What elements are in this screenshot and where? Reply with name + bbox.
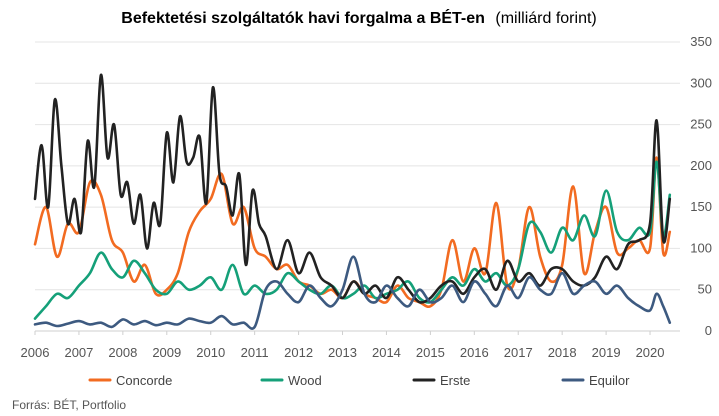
legend-label-concorde: Concorde xyxy=(116,373,172,388)
y-tick-label: 350 xyxy=(690,34,712,49)
y-tick-label: 50 xyxy=(698,282,712,297)
x-tick-label: 2015 xyxy=(416,345,445,360)
x-tick-label: 2008 xyxy=(108,345,137,360)
series-line-concorde xyxy=(33,156,672,308)
x-tick-label: 2020 xyxy=(636,345,665,360)
x-tick-label: 2007 xyxy=(64,345,93,360)
x-tick-label: 2013 xyxy=(328,345,357,360)
legend-label-wood: Wood xyxy=(288,373,322,388)
y-axis: 0 50 100 150 200 250 300 350 xyxy=(690,34,712,338)
x-tick-label: 2010 xyxy=(196,345,225,360)
x-tick-label: 2012 xyxy=(284,345,313,360)
x-tick-label: 2018 xyxy=(548,345,577,360)
y-tick-label: 150 xyxy=(690,199,712,214)
chart-title: Befektetési szolgáltatók havi forgalma a… xyxy=(121,8,596,27)
x-tick-label: 2014 xyxy=(372,345,401,360)
x-tick-label: 2009 xyxy=(152,345,181,360)
chart-title-main: Befektetési szolgáltatók havi forgalma a… xyxy=(121,8,485,27)
y-tick-label: 250 xyxy=(690,117,712,132)
chart-title-unit: (milliárd forint) xyxy=(495,10,596,27)
y-tick-label: 300 xyxy=(690,75,712,90)
y-tick-label: 0 xyxy=(705,323,712,338)
x-tick-label: 2019 xyxy=(592,345,621,360)
x-tick-label: 2016 xyxy=(460,345,489,360)
x-tick-label: 2017 xyxy=(504,345,533,360)
source-note: Forrás: BÉT, Portfolio xyxy=(12,397,126,412)
y-tick-label: 200 xyxy=(690,158,712,173)
y-tick-label: 100 xyxy=(690,240,712,255)
x-axis: 2006 2007 2008 2009 2010 2011 2012 2013 2014 2015… xyxy=(21,331,665,360)
series-line-erste xyxy=(33,73,672,304)
x-tick-label: 2011 xyxy=(241,345,269,360)
legend-label-erste: Erste xyxy=(440,373,470,388)
legend-label-equilor: Equilor xyxy=(589,373,630,388)
legend: Concorde Wood Erste Equilor xyxy=(88,373,630,388)
series-lines xyxy=(33,73,672,330)
x-tick-label: 2006 xyxy=(21,345,50,360)
series-line-equilor xyxy=(33,255,672,330)
